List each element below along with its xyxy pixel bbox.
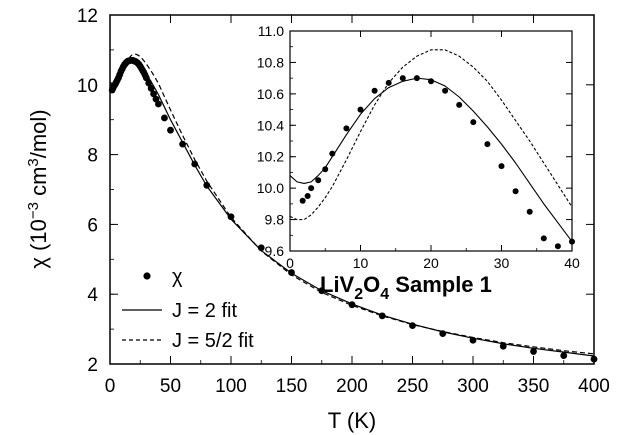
inset-plot-frame	[289, 30, 573, 252]
inset-x-tick-label: 20	[423, 255, 439, 271]
main-data-point	[161, 114, 168, 122]
main-dashed-fit-line	[109, 53, 595, 355]
main-x-tick-label: 350	[518, 376, 550, 397]
inset-data-points	[299, 75, 575, 250]
inset-data-point	[498, 163, 505, 170]
main-data-point	[150, 90, 157, 98]
main-x-tick-label: 50	[160, 376, 181, 397]
main-data-point	[191, 160, 199, 168]
main-data-point	[288, 269, 295, 276]
main-x-tick-label: 0	[105, 376, 116, 397]
main-x-tick-label: 200	[336, 376, 368, 397]
inset-data-point	[371, 87, 378, 94]
inset-data-point	[308, 185, 315, 192]
inset-data-point	[470, 119, 477, 126]
inset-y-tick-labels: 9.6 9.8 10.0 10.2 10.4 10.6 10.8 11.0	[257, 23, 284, 259]
inset-data-point	[512, 188, 519, 195]
main-data-point	[318, 287, 326, 295]
inset-data-point	[329, 150, 336, 157]
main-axis-ticks	[109, 14, 595, 365]
inset-data-point	[428, 78, 434, 85]
inset-axis-ticks	[289, 30, 573, 252]
inset-y-tick-label: 10.6	[257, 86, 284, 102]
main-y-tick-labels: 2 4 6 8 10 12	[77, 6, 99, 376]
main-y-tick-label: 4	[87, 285, 98, 306]
main-y-tick-label: 8	[87, 146, 98, 167]
main-data-points	[108, 56, 598, 363]
inset-data-point	[526, 208, 533, 215]
main-x-tick-label: 150	[276, 376, 308, 397]
inset-x-tick-label: 40	[564, 255, 580, 271]
main-data-point	[227, 213, 235, 221]
main-x-tick-label: 100	[215, 376, 247, 397]
y-axis-title: χ (10−3 cm3/mol)	[25, 109, 51, 268]
inset-y-tick-label: 11.0	[258, 23, 284, 39]
inset-data-point	[554, 243, 561, 250]
main-data-point	[348, 301, 356, 309]
x-axis-title: T (K)	[328, 408, 376, 433]
inset-data-point	[399, 75, 406, 82]
main-y-tick-label: 12	[77, 6, 98, 27]
inset-data-point	[540, 235, 547, 242]
inset-y-tick-label: 9.6	[265, 243, 285, 259]
main-data-point	[167, 126, 174, 134]
main-data-point	[257, 244, 265, 252]
main-data-point	[439, 330, 447, 338]
main-x-tick-label: 400	[578, 376, 610, 397]
inset-x-tick-label: 30	[494, 255, 510, 271]
main-y-tick-label: 10	[77, 76, 98, 97]
main-x-tick-labels: 0 50 100 150 200 250 300 350 400	[105, 376, 610, 397]
inset-x-tick-label: 0	[286, 255, 294, 271]
legend-label-j2: J = 2 fit	[172, 300, 237, 322]
main-x-tick-label: 250	[397, 376, 429, 397]
main-data-point	[203, 181, 211, 189]
inset-data-point	[413, 75, 420, 82]
inset-data-point	[569, 238, 575, 245]
inset-data-point	[299, 197, 306, 204]
inset-x-tick-label: 10	[353, 255, 369, 271]
legend-label-j52: J = 5/2 fit	[172, 330, 254, 352]
inset-y-tick-label: 10.8	[257, 54, 284, 70]
main-data-point	[409, 322, 416, 330]
inset-data-point	[484, 141, 491, 148]
legend-marker-dots	[143, 272, 151, 280]
main-data-point	[142, 74, 150, 82]
inset-y-tick-label: 10.2	[257, 149, 284, 165]
inset-data-point	[322, 166, 329, 173]
main-data-point	[469, 336, 477, 344]
inset-data-point	[357, 106, 364, 113]
main-data-point	[179, 140, 187, 148]
inset-data-point	[442, 87, 449, 94]
main-data-point	[530, 348, 537, 355]
inset-dashed-fit-line	[289, 49, 573, 221]
legend-label-chi: χ	[172, 266, 183, 288]
inset-data-point	[343, 125, 350, 132]
inset-data-point	[456, 101, 463, 108]
inset-x-tick-labels: 0 10 20 30 40	[286, 255, 580, 271]
main-data-point	[147, 84, 155, 92]
inset-data-point	[304, 193, 311, 199]
sample-annotation: LiV2O4 Sample 1	[320, 272, 492, 303]
inset-data-point	[315, 177, 322, 184]
main-data-point	[378, 312, 386, 320]
main-y-tick-label: 2	[87, 355, 98, 376]
inset-solid-fit-line	[289, 77, 573, 242]
main-data-point	[145, 79, 153, 87]
main-data-point	[560, 352, 568, 360]
inset-y-tick-label: 10.0	[257, 180, 284, 196]
main-y-tick-label: 6	[87, 215, 98, 236]
main-x-tick-label: 300	[457, 376, 489, 397]
inset-y-tick-label: 9.8	[265, 212, 285, 228]
main-data-point	[499, 342, 507, 350]
main-data-point	[155, 100, 162, 108]
main-data-point	[590, 355, 598, 363]
inset-plot: 0 10 20 30 40 9.6 9.8 10.0 10.2 10.4 10.6 10.8 11.0	[257, 23, 580, 271]
inset-y-tick-label: 10.4	[257, 117, 284, 133]
legend: χ J = 2 fit J = 5/2 fit	[122, 266, 254, 352]
inset-fit-lines	[289, 49, 573, 242]
inset-data-point	[385, 79, 392, 86]
